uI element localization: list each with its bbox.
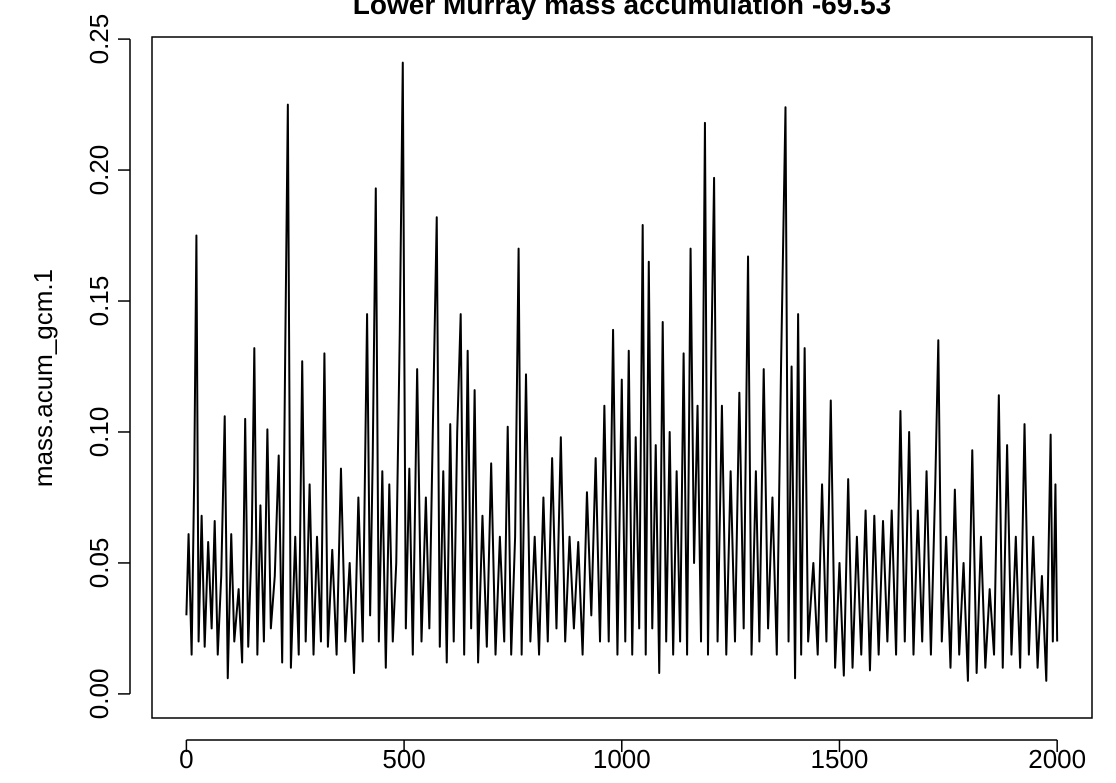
data-line — [185, 61, 1059, 682]
chart-title: Lower Murray mass accumulation -69.53 — [353, 0, 891, 20]
plot-box — [151, 36, 1093, 719]
x-tick-label: 2000 — [1028, 744, 1086, 774]
y-tick-label: 0.15 — [84, 276, 114, 327]
x-tick-label: 0 — [179, 744, 193, 774]
y-tick-label: 0.00 — [84, 669, 114, 720]
x-tick-label: 1500 — [811, 744, 869, 774]
x-tick-label: 500 — [382, 744, 425, 774]
y-axis-label: mass.acum_gcm.1 — [28, 269, 58, 487]
y-tick-label: 0.10 — [84, 407, 114, 458]
y-tick-label: 0.05 — [84, 538, 114, 589]
y-tick-label: 0.20 — [84, 145, 114, 196]
y-tick-label: 0.25 — [84, 14, 114, 65]
x-tick-label: 1000 — [593, 744, 651, 774]
